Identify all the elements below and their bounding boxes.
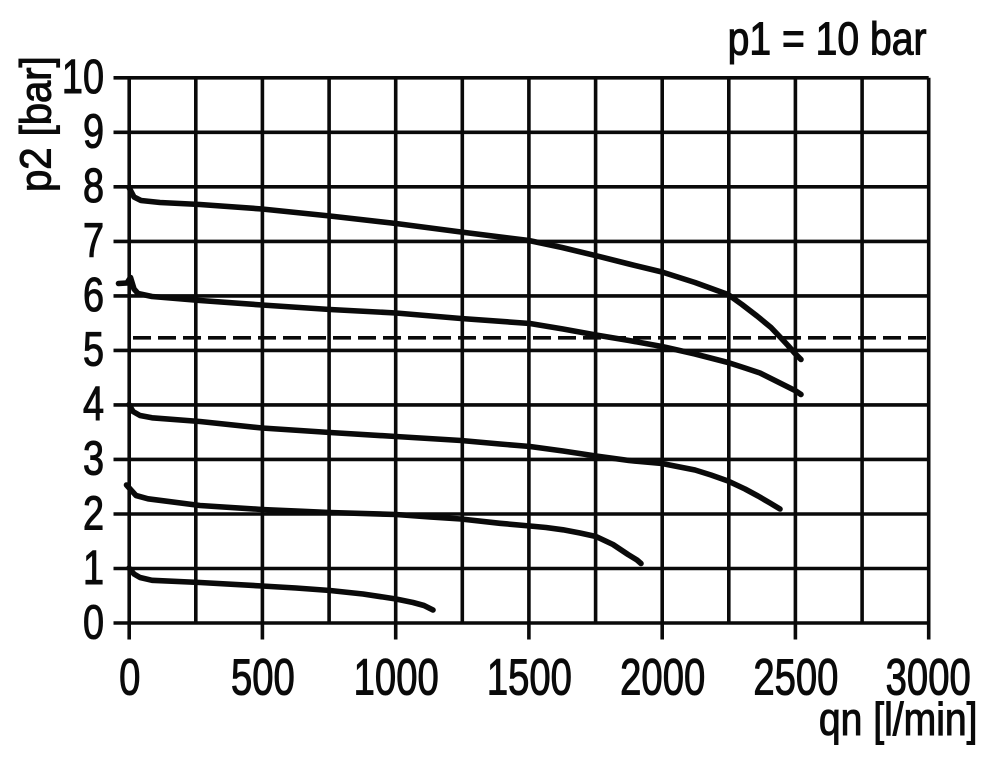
svg-text:6: 6 — [83, 269, 104, 323]
svg-text:qn [l/min]: qn [l/min] — [819, 694, 978, 746]
svg-text:0: 0 — [119, 648, 140, 706]
svg-text:3: 3 — [83, 432, 104, 486]
svg-text:5: 5 — [83, 323, 104, 377]
svg-text:1: 1 — [83, 541, 104, 595]
svg-text:10: 10 — [62, 51, 104, 105]
svg-text:2500: 2500 — [753, 648, 838, 706]
svg-text:3000: 3000 — [886, 648, 971, 706]
svg-text:7: 7 — [83, 214, 104, 268]
svg-text:1000: 1000 — [354, 648, 439, 706]
svg-text:4: 4 — [83, 378, 104, 432]
svg-text:9: 9 — [83, 105, 104, 159]
svg-text:1500: 1500 — [487, 648, 572, 706]
svg-text:0: 0 — [83, 596, 104, 650]
svg-text:8: 8 — [83, 160, 104, 214]
svg-text:p2 [bar]: p2 [bar] — [11, 56, 60, 192]
svg-text:p1 = 10 bar: p1 = 10 bar — [728, 14, 927, 66]
svg-text:2000: 2000 — [620, 648, 705, 706]
svg-text:500: 500 — [231, 648, 295, 706]
svg-text:2: 2 — [83, 487, 104, 541]
